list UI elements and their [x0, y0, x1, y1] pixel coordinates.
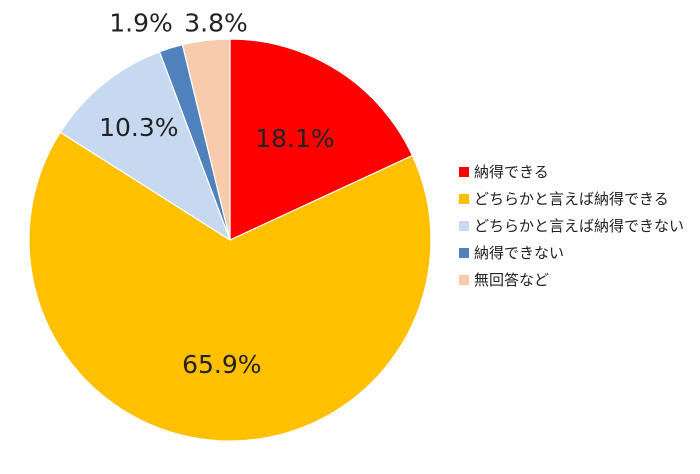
legend-item-1: 納得できる — [459, 158, 684, 185]
data-label-4: 1.9% — [109, 9, 173, 38]
legend-item-5: 無回答など — [459, 266, 684, 293]
legend-label-2: どちらかと言えば納得できる — [474, 190, 669, 208]
legend-swatch-2 — [459, 193, 469, 204]
legend-item-4: 納得できない — [459, 239, 684, 266]
legend-swatch-3 — [459, 220, 469, 231]
pie-slice-3 — [59, 50, 232, 242]
legend-swatch-4 — [459, 247, 469, 258]
data-label-3: 10.3% — [99, 113, 178, 142]
legend-label-4: 納得できない — [474, 244, 565, 262]
pie-slice-1 — [229, 38, 414, 241]
legend-label-5: 無回答など — [474, 271, 550, 289]
pie-slice-5 — [181, 38, 231, 241]
data-label-1: 18.1% — [255, 124, 334, 153]
legend-item-3: どちらかと言えば納得できない — [459, 212, 684, 239]
legend-swatch-1 — [459, 166, 469, 177]
data-label-5: 3.8% — [184, 9, 248, 38]
legend: 納得できるどちらかと言えば納得できる どちらかと言えば納得できない 納得できない 無回… — [459, 158, 684, 293]
legend-swatch-5 — [459, 274, 469, 285]
data-label-2: 65.9% — [182, 350, 261, 379]
legend-label-1: 納得できる — [474, 163, 549, 181]
legend-label-3: どちらかと言えば納得できない — [474, 217, 685, 235]
pie-slice-2 — [28, 131, 432, 442]
legend-item-2: どちらかと言えば納得できる — [459, 185, 684, 212]
